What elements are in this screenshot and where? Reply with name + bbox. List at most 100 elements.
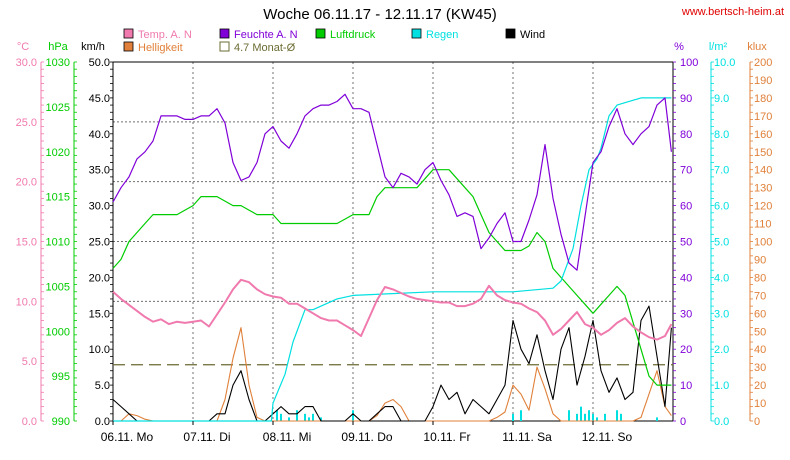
axis-tick-label: 45.0 (89, 93, 110, 105)
axis-tick-label: 10.0 (16, 296, 37, 308)
axis-tick-label: 90 (680, 93, 692, 105)
axis-unit-label: l/m² (709, 41, 728, 53)
axis-tick-label: 10 (754, 398, 766, 410)
axis-tick-label: 9.0 (714, 93, 729, 105)
axis-unit-label: klux (747, 41, 767, 53)
axis-tick-label: 10 (680, 380, 692, 392)
legend: Temp. A. N Feuchte A. N Luftdruck Regen Wind… (123, 28, 545, 54)
axis-tick-label: 70 (754, 290, 766, 302)
legend-swatch (219, 28, 230, 39)
axis-tick-label: 8.0 (714, 129, 729, 141)
series-line-regen (113, 97, 672, 422)
rain-bar (512, 413, 514, 421)
axis-tick-label: 30.0 (89, 201, 110, 213)
axis-unit-label: km/h (81, 41, 105, 53)
axis-tick-label: 4.0 (714, 272, 729, 284)
axis-tick-label: 3.0 (714, 308, 729, 320)
legend-label: Helligkeit (138, 42, 183, 54)
legend-swatch (123, 28, 134, 39)
axis-tick-label: 180 (754, 93, 772, 105)
axis-unit-label: % (674, 41, 684, 53)
x-tick-label: 06.11. Mo (101, 430, 154, 444)
rain-bar (576, 413, 578, 421)
rain-bar (352, 410, 354, 421)
axis-unit-label: °C (17, 41, 29, 53)
legend-swatch (505, 28, 516, 39)
rain-bar (592, 413, 594, 421)
rain-bar (276, 410, 278, 421)
axis-units: °C hPa km/h% l/m² klux (17, 41, 767, 53)
axis-tick-label: 6.0 (714, 201, 729, 213)
axis-tick-label: 1010 (46, 237, 70, 249)
legend-swatch (219, 41, 230, 52)
series-line-wind (112, 305, 672, 422)
axis-tick-label: 170 (754, 111, 772, 123)
axis-tick-label: 15.0 (16, 237, 37, 249)
chart-title: Woche 06.11.17 - 12.11.17 (KW45) (263, 6, 496, 23)
rain-bar (312, 413, 314, 421)
axis-tick-label: 995 (52, 371, 70, 383)
x-tick-label: 09.11. Do (341, 430, 392, 444)
rain-bar (308, 417, 310, 421)
axis-tick-label: 50.0 (89, 57, 110, 69)
axis-tick-label: 50 (680, 237, 692, 249)
site-link[interactable]: www.bertsch-heim.at (681, 6, 784, 18)
axis-tick-label: 140 (754, 165, 772, 177)
legend-swatch (315, 28, 326, 39)
series-group (112, 93, 673, 422)
axis-tick-label: 30 (754, 362, 766, 374)
axis-tick-label: 1015 (46, 192, 70, 204)
axis-tick-label: 20 (754, 380, 766, 392)
legend-swatch (123, 41, 134, 52)
axis-tick-label: 0 (680, 416, 686, 428)
x-tick-label: 07.11. Di (183, 430, 230, 444)
rain-bar (320, 417, 322, 421)
legend-swatch (411, 28, 422, 39)
rain-bar (520, 410, 522, 421)
series-line-feuchte-a-n (112, 93, 672, 271)
axis-tick-label: 7.0 (714, 165, 729, 177)
legend-label: Feuchte A. N (234, 29, 298, 41)
axis-tick-label: 100 (680, 57, 698, 69)
axis-tick-label: 70 (680, 165, 692, 177)
axis-tick-label: 200 (754, 57, 772, 69)
x-tick-label: 08.11. Mi (263, 430, 311, 444)
rain-bar (604, 413, 606, 421)
legend-label: 4.7 Monat-Ø (234, 42, 296, 54)
axis-tick-label: 30 (680, 308, 692, 320)
axis-tick-label: 80 (680, 129, 692, 141)
rain-bar (620, 413, 622, 421)
axis-tick-label: 0.0 (22, 416, 37, 428)
axis-tick-label: 1020 (46, 147, 70, 159)
axis-tick-label: 10.0 (714, 57, 735, 69)
axis-unit-label: hPa (48, 41, 68, 53)
axis-tick-label: 0 (754, 416, 760, 428)
axis-tick-label: 60 (754, 308, 766, 320)
axis-tick-label: 100 (754, 237, 772, 249)
axis-tick-label: 20.0 (89, 272, 110, 284)
axis-tick-label: 1.0 (714, 380, 729, 392)
axis-tick-label: 40 (754, 344, 766, 356)
axis-tick-label: 1025 (46, 102, 70, 114)
axis-tick-label: 990 (52, 416, 70, 428)
rain-bar (588, 410, 590, 421)
legend-label: Wind (520, 29, 545, 41)
axis-tick-label: 110 (754, 219, 772, 231)
axis-tick-label: 15.0 (89, 308, 110, 320)
x-tick-label: 11.11. Sa (502, 430, 552, 444)
axis-tick-label: 5.0 (95, 380, 110, 392)
x-tick-label: 10.11. Fr (423, 430, 470, 444)
axis-tick-label: 80 (754, 272, 766, 284)
axis-tick-label: 40 (680, 272, 692, 284)
x-axis-ticks: 06.11. Mo 07.11. Di 08.11. Mi 09.11. Do 10.1… (101, 421, 633, 444)
axis-tick-label: 0.0 (95, 416, 110, 428)
axis-tick-label: 1005 (46, 281, 70, 293)
rain-bar (580, 406, 582, 421)
x-tick-label: 12.11. So (582, 430, 633, 444)
legend-label: Luftdruck (330, 29, 376, 41)
axis-tick-label: 150 (754, 147, 772, 159)
axis-tick-label: 25.0 (16, 117, 37, 129)
axis-tick-label: 2.0 (714, 344, 729, 356)
axis-tick-label: 60 (680, 201, 692, 213)
rain-bar (288, 417, 290, 421)
